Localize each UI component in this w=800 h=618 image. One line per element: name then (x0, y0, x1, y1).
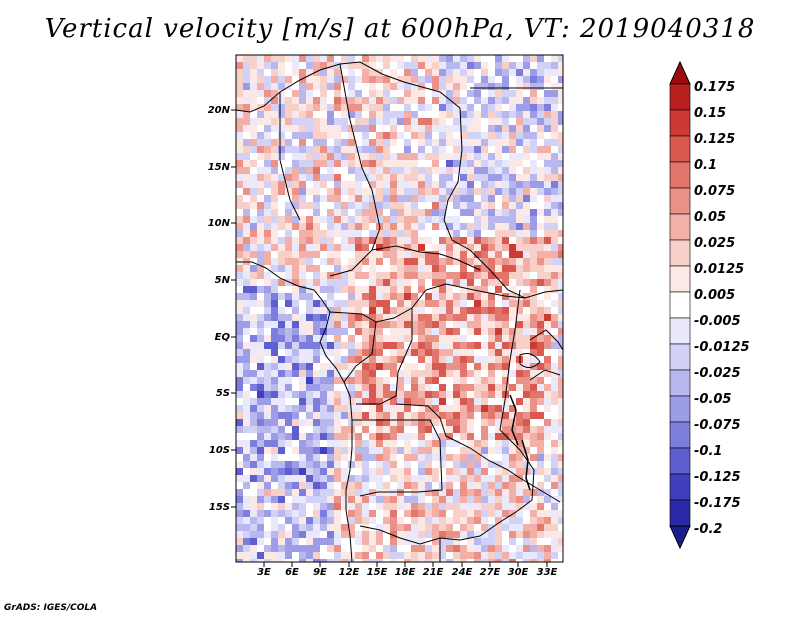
colorbar-swatch (669, 291, 691, 319)
colorbar-swatch (669, 343, 691, 371)
lon-label-21e: 21E (422, 567, 444, 578)
map-frame (235, 54, 564, 563)
colorbar-swatch (669, 109, 691, 137)
lon-label-30e: 30E (507, 567, 529, 578)
colorbar-label: 0.15 (694, 106, 727, 121)
colorbar-lower-arrow (669, 525, 691, 550)
lon-label-27e: 27E (479, 567, 501, 578)
grads-credit: GrADS: IGES/COLA (4, 603, 98, 613)
lon-label-24e: 24E (451, 567, 473, 578)
lon-label-12e: 12E (338, 567, 360, 578)
lat-label-15n: 15N (207, 162, 230, 173)
colorbar-label: -0.0125 (694, 340, 750, 355)
colorbar-swatch (669, 187, 691, 215)
lon-label-18e: 18E (394, 567, 416, 578)
colorbar-swatch (669, 369, 691, 397)
lat-label-5n: 5N (214, 275, 230, 286)
colorbar-label: -0.125 (694, 470, 741, 485)
colorbar-label: -0.175 (694, 496, 741, 511)
lon-label-6e: 6E (285, 567, 299, 578)
colorbar-swatch (669, 473, 691, 501)
lon-label-3e: 3E (257, 567, 271, 578)
colorbar-label: -0.2 (694, 522, 723, 537)
lon-label-15e: 15E (366, 567, 388, 578)
colorbar-swatch (669, 83, 691, 111)
colorbar-swatch (669, 135, 691, 163)
lat-label-10s: 10S (208, 445, 230, 456)
colorbar-swatch (669, 395, 691, 423)
colorbar-label: 0.1 (694, 158, 718, 173)
colorbar-label: -0.025 (694, 366, 741, 381)
colorbar-label: 0.005 (694, 288, 736, 303)
colorbar-label: 0.05 (694, 210, 727, 225)
lon-label-33e: 33E (536, 567, 558, 578)
lat-label-5s: 5S (215, 388, 230, 399)
lat-label-15s: 15S (208, 502, 230, 513)
colorbar-swatch (669, 499, 691, 527)
lat-label-10n: 10N (207, 218, 230, 229)
colorbar-swatch (669, 447, 691, 475)
colorbar-upper-arrow (669, 60, 691, 85)
colorbar-label: 0.075 (694, 184, 736, 199)
vertical-velocity-field (236, 55, 563, 562)
colorbar-swatch (669, 239, 691, 267)
colorbar (669, 60, 691, 550)
plot-title: Vertical velocity [m/s] at 600hPa, VT: 2… (44, 14, 756, 44)
colorbar-label: 0.175 (694, 80, 736, 95)
colorbar-label: 0.0125 (694, 262, 745, 277)
colorbar-label: -0.005 (694, 314, 741, 329)
colorbar-label: 0.025 (694, 236, 736, 251)
colorbar-label: -0.1 (694, 444, 723, 459)
colorbar-swatch (669, 213, 691, 241)
colorbar-label: 0.125 (694, 132, 736, 147)
colorbar-label: -0.075 (694, 418, 741, 433)
colorbar-swatch (669, 265, 691, 293)
colorbar-swatch (669, 161, 691, 189)
country-borders (236, 61, 563, 562)
lat-label-20n: 20N (207, 105, 230, 116)
colorbar-swatch (669, 421, 691, 449)
lon-label-9e: 9E (313, 567, 327, 578)
colorbar-label: -0.05 (694, 392, 732, 407)
lat-label-eq: EQ (214, 332, 230, 343)
colorbar-swatch (669, 317, 691, 345)
